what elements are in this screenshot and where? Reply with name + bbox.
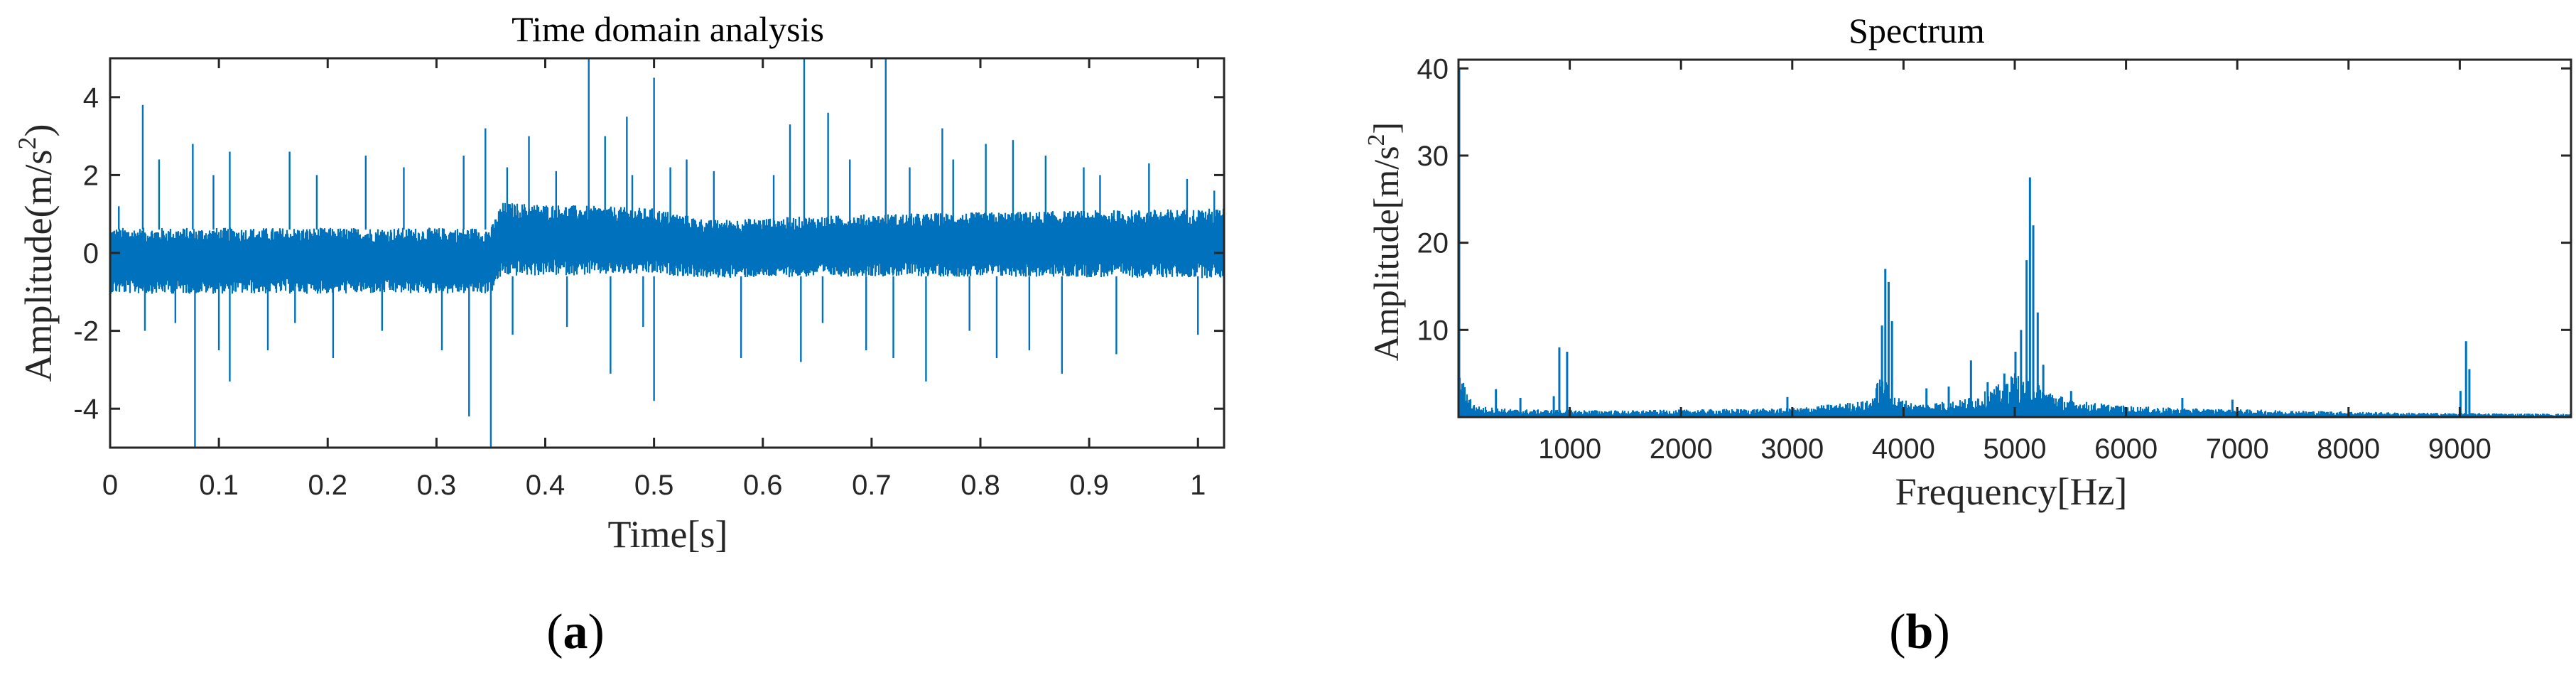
y-tick-label: 2 — [83, 160, 99, 191]
x-tick-label: 8000 — [2317, 433, 2380, 465]
y-tick-label: 40 — [1417, 53, 1449, 85]
panel-label-b-letter: b — [1906, 605, 1934, 659]
y-axis-label: Amplitude(m/s2) — [13, 124, 60, 382]
time-domain-panel: Time domain analysis 0 0.1 0.2 0.3 0.4 0.5 0.6… — [13, 9, 1225, 659]
x-tick-label: 0.5 — [634, 470, 674, 501]
chart-title: Time domain analysis — [512, 9, 824, 49]
y-tick-label: 4 — [83, 82, 99, 114]
panel-label-b-close: ) — [1933, 605, 1949, 659]
x-tick-label: 2000 — [1650, 433, 1713, 465]
y-axis-label-close: ) — [17, 124, 60, 137]
y-axis-label: Amplitude[m/s2] — [1363, 122, 1406, 361]
x-tick-label: 6000 — [2094, 433, 2158, 465]
panel-label-a-open: ( — [546, 605, 563, 659]
y-tick-label: 10 — [1417, 315, 1449, 346]
spike-group — [118, 58, 1216, 448]
y-axis-label-base: Amplitude[m/s — [1366, 146, 1406, 361]
y-tick-label: -4 — [73, 394, 99, 425]
panel-label-a-letter: a — [563, 605, 588, 659]
x-tick-label: 7000 — [2206, 433, 2269, 465]
x-tick-label: 0.3 — [417, 470, 457, 501]
panel-label-b: (b) — [1889, 605, 1950, 659]
spectrum-panel: Spectrum 1000 2000 3000 4000 5000 6000 7000 800… — [1363, 11, 2572, 659]
x-tick-label: 0.1 — [199, 470, 239, 501]
y-tick-label: 20 — [1417, 228, 1449, 259]
x-tick-label: 0.6 — [743, 470, 783, 501]
x-axis-label: Time[s] — [607, 513, 727, 556]
y-axis-label-superscript: 2 — [13, 137, 41, 150]
y-tick-label: 30 — [1417, 141, 1449, 172]
chart-title: Spectrum — [1849, 11, 1985, 50]
y-axis-label-base: Amplitude(m/s — [17, 150, 60, 382]
y-axis-label-close: ] — [1366, 122, 1406, 134]
x-tick-label: 5000 — [1984, 433, 2047, 465]
panel-label-b-open: ( — [1889, 605, 1905, 659]
x-tick-label: 0 — [102, 470, 118, 501]
x-tick-label: 0.7 — [852, 470, 892, 501]
signal-trace — [109, 202, 1225, 294]
peak-group — [1458, 68, 2471, 417]
x-tick-label: 3000 — [1760, 433, 1824, 465]
x-axis-label: Frequency[Hz] — [1895, 470, 2128, 513]
y-axis-label-superscript: 2 — [1363, 134, 1390, 146]
x-tick-label: 9000 — [2428, 433, 2491, 465]
x-tick-label: 1000 — [1538, 433, 1601, 465]
x-tick-label: 0.2 — [308, 470, 347, 501]
y-axis: 10 20 30 40 — [1417, 53, 2571, 346]
x-axis: 1000 2000 3000 4000 5000 6000 7000 8000 9000 — [1538, 60, 2491, 465]
y-tick-label: -2 — [73, 316, 99, 347]
x-tick-label: 0.9 — [1069, 470, 1109, 501]
y-axis: -4 -2 0 2 4 — [73, 82, 1224, 425]
x-tick-label: 0.4 — [526, 470, 565, 501]
y-tick-label: 0 — [83, 238, 99, 269]
x-tick-label: 1 — [1190, 470, 1206, 501]
x-axis: 0 0.1 0.2 0.3 0.4 0.5 0.6 0.7 0.8 0.9 1 — [102, 58, 1206, 501]
panel-label-a-close: ) — [588, 605, 605, 659]
x-tick-label: 4000 — [1872, 433, 1935, 465]
x-tick-label: 0.8 — [960, 470, 1000, 501]
panel-label-a: (a) — [546, 605, 605, 659]
signal-series — [109, 202, 1225, 294]
